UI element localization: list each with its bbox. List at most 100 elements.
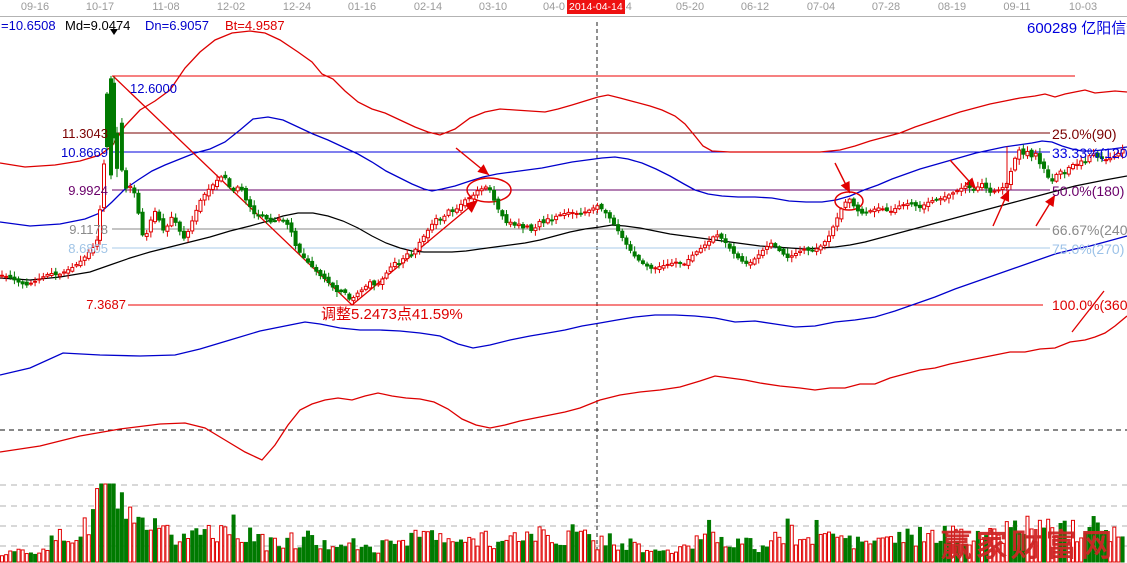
candle-body bbox=[566, 211, 571, 215]
candle-body bbox=[785, 253, 790, 259]
volume-bar bbox=[909, 534, 914, 563]
volume-bar bbox=[310, 535, 315, 563]
candle-body bbox=[674, 261, 679, 264]
volume-bar bbox=[74, 540, 79, 563]
volume-bar bbox=[504, 539, 509, 563]
volume-bar bbox=[165, 524, 170, 563]
candle-body bbox=[884, 207, 889, 212]
candle-body bbox=[293, 230, 298, 247]
date-tick: 02-14 bbox=[413, 1, 443, 13]
volume-bar bbox=[847, 535, 852, 563]
volume-bar bbox=[471, 538, 476, 563]
volume-bar bbox=[711, 531, 716, 563]
price-level-label: 11.3043 bbox=[61, 126, 108, 141]
volume-bar bbox=[1000, 542, 1005, 563]
volume-bar bbox=[264, 550, 269, 563]
candle-body bbox=[591, 207, 596, 211]
volume-bar bbox=[690, 548, 695, 563]
volume-bar bbox=[132, 522, 137, 563]
volume-bar bbox=[260, 533, 265, 563]
candle-body bbox=[909, 202, 914, 205]
volume-bar bbox=[256, 533, 261, 563]
candle-body bbox=[388, 266, 393, 272]
candle-body bbox=[938, 198, 943, 201]
retracement-note: 调整5.2473点41.59% bbox=[321, 306, 463, 323]
volume-bar bbox=[723, 546, 728, 563]
candle-body bbox=[177, 221, 182, 232]
volume-bar bbox=[363, 544, 368, 563]
volume-bar bbox=[380, 540, 385, 563]
candle-body bbox=[368, 281, 373, 289]
candle-body bbox=[818, 245, 823, 251]
volume-bar bbox=[392, 543, 397, 563]
stock-code: 600289 bbox=[1027, 20, 1078, 37]
date-tick: 01-16 bbox=[347, 1, 377, 13]
volume-bar bbox=[1037, 519, 1042, 563]
candle-body bbox=[533, 227, 538, 232]
volume-bar bbox=[425, 531, 430, 563]
volume-bar bbox=[90, 509, 95, 563]
volume-bar bbox=[322, 540, 327, 563]
volume-bar bbox=[487, 545, 492, 563]
candle-body bbox=[1033, 152, 1038, 157]
volume-bar bbox=[45, 549, 50, 563]
candle-body bbox=[405, 253, 410, 260]
candle-body bbox=[669, 262, 674, 266]
volume-bar bbox=[777, 536, 782, 563]
candle-body bbox=[169, 216, 174, 227]
candle-body bbox=[380, 278, 385, 285]
candle-body bbox=[66, 269, 71, 274]
candle-body bbox=[227, 178, 232, 188]
volume-bar bbox=[49, 535, 54, 563]
volume-bar bbox=[959, 528, 964, 563]
candle-body bbox=[487, 187, 492, 191]
volume-bar bbox=[219, 525, 224, 563]
candle-body bbox=[396, 263, 401, 266]
volume-bar bbox=[12, 551, 17, 563]
candle-body bbox=[793, 252, 798, 256]
candle-body bbox=[657, 266, 662, 271]
candle-body bbox=[959, 187, 964, 192]
candle-body bbox=[897, 205, 902, 210]
volume-bar bbox=[574, 531, 579, 563]
volume-bar bbox=[760, 545, 765, 563]
volume-bar bbox=[1025, 515, 1030, 563]
candle-body bbox=[49, 273, 54, 276]
candle-body bbox=[384, 272, 389, 279]
candle-body bbox=[508, 221, 513, 225]
candle-body bbox=[1021, 148, 1026, 155]
candle-body bbox=[4, 275, 9, 278]
candle-body bbox=[541, 219, 546, 224]
volume-bar bbox=[289, 532, 294, 563]
candle-body bbox=[773, 243, 778, 247]
candle-body bbox=[194, 209, 199, 222]
volume-bar bbox=[78, 536, 83, 563]
date-tick: 05-20 bbox=[675, 1, 705, 13]
candle-body bbox=[922, 204, 927, 210]
volume-bar bbox=[359, 546, 364, 563]
candle-body bbox=[463, 199, 468, 207]
volume-bar bbox=[355, 549, 360, 563]
volume-bar bbox=[215, 541, 220, 563]
candle-body bbox=[682, 263, 687, 266]
candle-body bbox=[698, 247, 703, 253]
volume-bar bbox=[512, 532, 517, 563]
candle-body bbox=[640, 260, 645, 264]
arrowhead bbox=[1000, 190, 1010, 203]
candle-body bbox=[521, 224, 526, 229]
volume-bar bbox=[798, 539, 803, 563]
candle-body bbox=[1070, 164, 1075, 170]
volume-bar bbox=[855, 536, 860, 563]
candle-body bbox=[603, 209, 608, 214]
volume-bar bbox=[686, 545, 691, 563]
candle-body bbox=[483, 186, 488, 190]
candle-body bbox=[305, 258, 310, 263]
candle-body bbox=[115, 132, 119, 169]
volume-bar bbox=[769, 540, 774, 563]
volume-bar bbox=[136, 516, 141, 563]
volume-bar bbox=[607, 533, 612, 563]
candle-body bbox=[1083, 161, 1088, 164]
volume-bar bbox=[140, 517, 145, 563]
candle-body bbox=[268, 217, 273, 223]
